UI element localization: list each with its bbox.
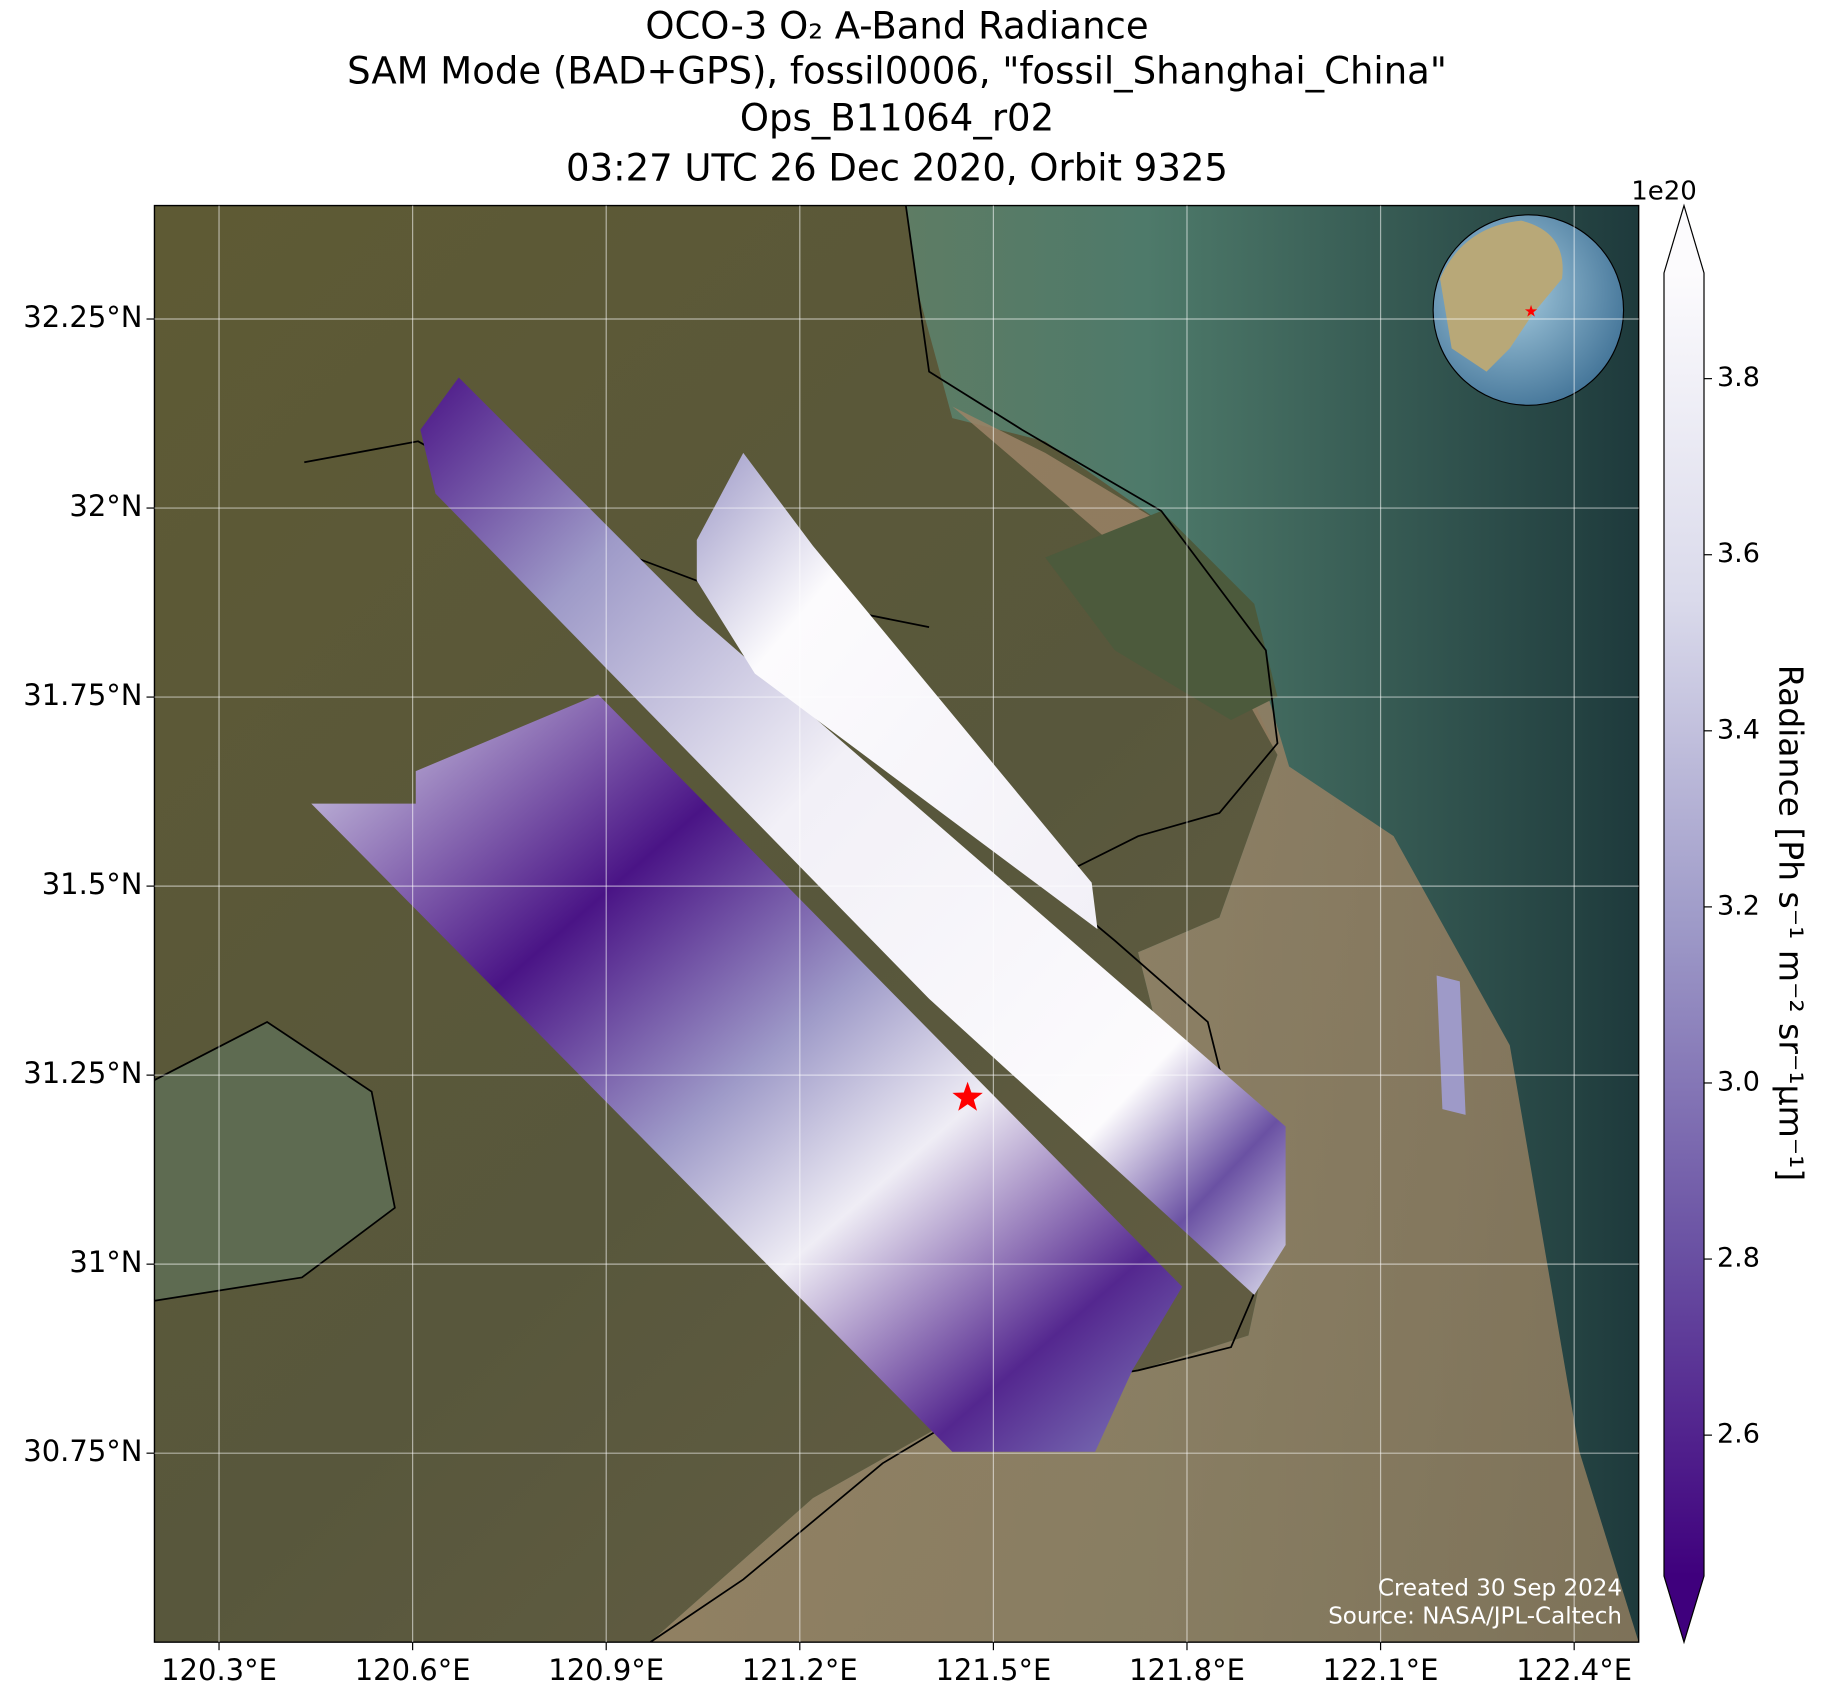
x-tick-label: 121.5°E [935,1653,1051,1687]
y-tick-label: 32°N [69,489,142,523]
x-tick-label: 120.9°E [548,1653,664,1687]
x-tick-label: 122.4°E [1516,1653,1632,1687]
swath [696,452,1098,930]
colorbar-tick-label: 3.4 [1717,714,1760,745]
x-tick-label: 120.6°E [355,1653,471,1687]
globe-target: ★ [1524,302,1538,321]
colorbar-tick-label: 3.8 [1717,362,1760,393]
swath [1436,975,1466,1115]
x-tick-label: 122.1°E [1323,1653,1439,1687]
y-tick-label: 32.25°N [23,300,142,334]
x-tick-label: 121.2°E [742,1653,858,1687]
colorbar-outline [1663,203,1705,1645]
x-tick-label: 121.8°E [1129,1653,1245,1687]
chart-title: OCO-3 O₂ A-Band Radiance [645,5,1148,48]
sediment [650,406,1639,1643]
chart-title: Ops_B11064_r02 [740,97,1054,140]
x-tick-label: 120.3°E [161,1653,277,1687]
plot-frame [153,204,1640,1643]
y-tick-label: 31.5°N [42,867,143,901]
colorbar [1664,273,1704,1576]
swath [420,377,1286,1295]
annotation: Source: NASA/JPL-Caltech [1328,1604,1622,1630]
y-tick-label: 31.25°N [23,1056,142,1090]
chongming-island [1045,510,1278,721]
colorbar-tick-label: 2.6 [1717,1419,1760,1450]
colorbar-extend-min [1664,1576,1704,1643]
swath [311,694,1183,1452]
colorbar-tick-label: 3.0 [1717,1066,1760,1097]
colorbar-tick-label: 3.6 [1717,538,1760,569]
colorbar-tick-label: 3.2 [1717,890,1760,921]
taihu-lake [154,1021,395,1301]
target-marker [952,1081,983,1111]
chart-title: 03:27 UTC 26 Dec 2020, Orbit 9325 [566,147,1228,190]
y-tick-label: 30.75°N [23,1434,142,1468]
colorbar-scale: 1e20 [1631,177,1697,207]
globe-land [1440,220,1563,372]
colorbar-extend-max [1664,205,1704,273]
y-tick-label: 31°N [69,1245,142,1279]
chart-title: SAM Mode (BAD+GPS), fossil0006, "fossil_… [347,50,1447,93]
annotation: Created 30 Sep 2024 [1378,1576,1622,1602]
colorbar-tick-label: 2.8 [1717,1243,1760,1274]
colorbar-label: Radiance [Ph s⁻¹ m⁻² sr⁻¹μm⁻¹] [1772,665,1811,1181]
map-layer [153,204,1640,1643]
y-tick-label: 31.75°N [23,678,142,712]
